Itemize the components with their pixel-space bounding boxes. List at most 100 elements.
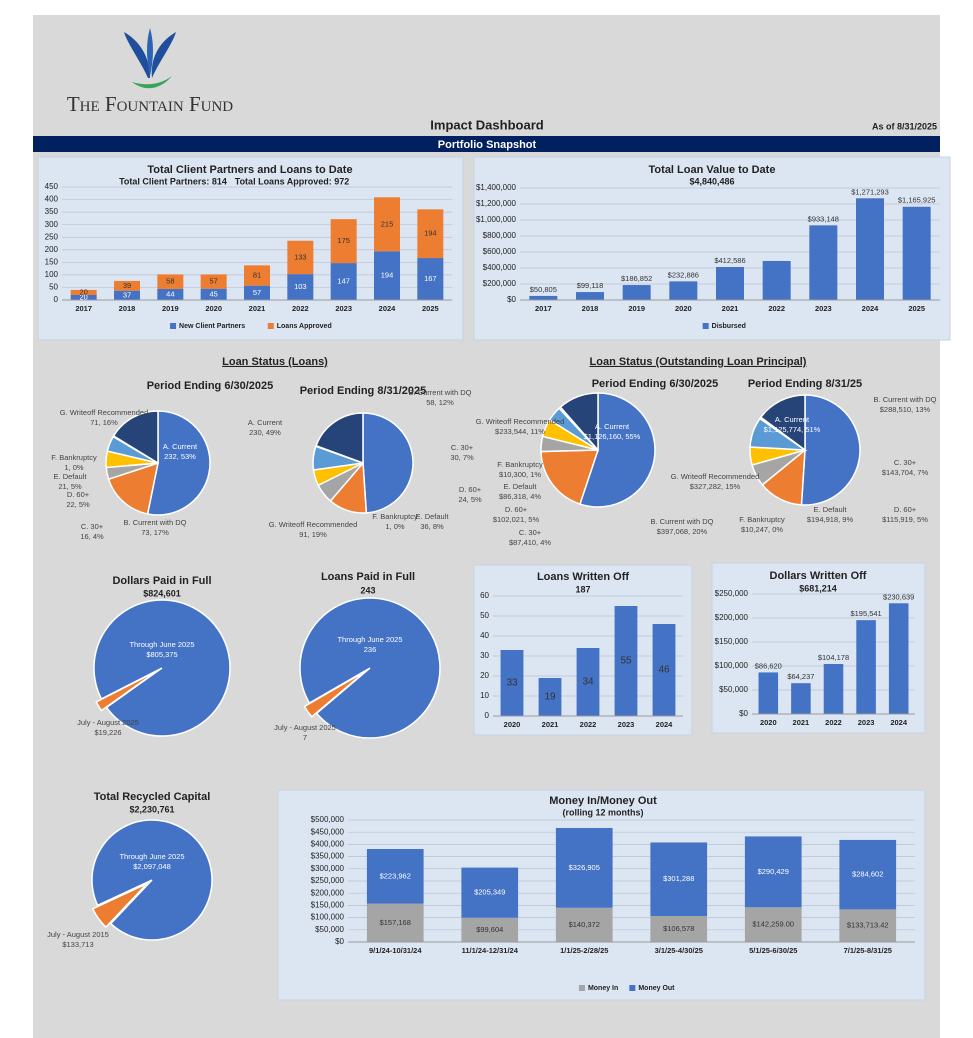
x-tick-label: 5/1/25-6/30/25 bbox=[749, 946, 797, 955]
bar bbox=[744, 836, 802, 908]
data-label: 57 bbox=[209, 277, 217, 286]
bar bbox=[374, 197, 400, 252]
x-tick-label: 2021 bbox=[249, 304, 266, 313]
slice-label: D. 60+ bbox=[459, 485, 482, 494]
slice-value: 1, 0% bbox=[64, 463, 84, 472]
bar bbox=[500, 650, 524, 716]
x-tick-label: 2022 bbox=[292, 304, 309, 313]
data-label: $223,962 bbox=[380, 871, 411, 880]
bar bbox=[461, 917, 519, 942]
y-tick-label: $1,200,000 bbox=[476, 199, 517, 208]
slice-label: D. 60+ bbox=[505, 505, 528, 514]
slice-value: $194,918, 9% bbox=[807, 515, 854, 524]
slice-label: E. Default bbox=[54, 472, 88, 481]
slice-label: G. Writeoff Recommended bbox=[60, 408, 149, 417]
section-band bbox=[33, 136, 940, 152]
slice-label: A. Current bbox=[775, 415, 810, 424]
slice-label: C. 30+ bbox=[451, 443, 474, 452]
slice-label: July - August 2025 bbox=[274, 723, 336, 732]
bar bbox=[839, 909, 897, 942]
x-tick-label: 2017 bbox=[75, 304, 92, 313]
slice-value: $10,300, 1% bbox=[499, 470, 541, 479]
y-tick-label: $150,000 bbox=[311, 901, 345, 910]
x-tick-label: 2021 bbox=[722, 304, 739, 313]
x-tick-label: 2020 bbox=[675, 304, 692, 313]
slice-value: $102,021, 5% bbox=[493, 515, 540, 524]
bar bbox=[902, 206, 931, 300]
data-label: $140,372 bbox=[569, 920, 600, 929]
y-tick-label: $200,000 bbox=[715, 613, 749, 622]
slice-label: E. Default bbox=[814, 505, 848, 514]
y-tick-label: $250,000 bbox=[715, 589, 749, 598]
data-label: $106,578 bbox=[663, 924, 694, 933]
bar bbox=[650, 842, 708, 916]
slice-value: 1, 0% bbox=[385, 522, 405, 531]
slice-value: 7 bbox=[303, 733, 307, 742]
x-tick-label: 2018 bbox=[119, 304, 136, 313]
bar bbox=[809, 225, 838, 300]
slice-value: 232, 53% bbox=[164, 452, 196, 461]
data-label: $99,118 bbox=[577, 281, 604, 290]
x-tick-label: 2017 bbox=[535, 304, 552, 313]
slice-label: C. 30+ bbox=[519, 528, 542, 537]
chart-title: Period Ending 8/31/25 bbox=[748, 378, 862, 390]
chart-subtitle: $2,230,761 bbox=[129, 804, 174, 814]
y-tick-label: $800,000 bbox=[483, 231, 517, 240]
data-label: $104,178 bbox=[818, 653, 849, 662]
slice-value: 91, 19% bbox=[299, 530, 327, 539]
pie-slice bbox=[540, 449, 600, 506]
slice-label: A. Current bbox=[248, 418, 283, 427]
y-tick-label: 100 bbox=[45, 270, 59, 279]
bar bbox=[622, 285, 651, 300]
data-label: $133,713.42 bbox=[847, 921, 889, 930]
slice-value: 22, 5% bbox=[66, 500, 90, 509]
slice-value: $288,510, 13% bbox=[880, 405, 931, 414]
bar bbox=[823, 663, 844, 714]
x-tick-label: 2019 bbox=[162, 304, 179, 313]
chart-title: Loans Paid in Full bbox=[321, 571, 415, 583]
slice-value: $87,410, 4% bbox=[509, 538, 551, 547]
data-label: $933,148 bbox=[808, 214, 839, 223]
data-label: 39 bbox=[123, 281, 131, 290]
slice-value: $19,226 bbox=[94, 728, 121, 737]
y-tick-label: $0 bbox=[739, 709, 748, 718]
data-label: 215 bbox=[381, 219, 394, 228]
slice-value: $1,126,160, 55% bbox=[584, 432, 641, 441]
bar bbox=[652, 624, 676, 716]
y-tick-label: 350 bbox=[45, 207, 59, 216]
chart-title: Loans Written Off bbox=[537, 571, 629, 583]
y-tick-label: $200,000 bbox=[311, 888, 345, 897]
slice-label: D. 60+ bbox=[67, 490, 90, 499]
slice-label: B. Current with DQ bbox=[874, 395, 937, 404]
slice-label: F. Bankruptcy bbox=[372, 512, 418, 521]
data-label: $86,620 bbox=[755, 661, 782, 670]
slice-label: July - August 2015 bbox=[47, 930, 109, 939]
chart-title: Period Ending 8/31/2025 bbox=[300, 385, 427, 397]
data-label: $50,805 bbox=[530, 285, 557, 294]
slice-value: 36, 8% bbox=[420, 522, 444, 531]
slice-value: $1,125,774, 51% bbox=[764, 425, 821, 434]
legend-swatch bbox=[578, 985, 585, 991]
slice-value: 71, 16% bbox=[90, 418, 118, 427]
bar bbox=[762, 260, 791, 300]
slice-label: C. 30+ bbox=[894, 458, 917, 467]
chart-subtitle: Total Client Partners: 814 bbox=[119, 176, 227, 186]
y-tick-label: $1,000,000 bbox=[476, 215, 517, 224]
slice-label: B. Current with DQ bbox=[124, 518, 187, 527]
legend-label: Loans Approved bbox=[277, 323, 332, 330]
slice-label: Through June 2025 bbox=[119, 852, 184, 861]
section-title: Loan Status (Outstanding Loan Principal) bbox=[590, 356, 807, 368]
data-label: 37 bbox=[123, 290, 131, 299]
pie-slice bbox=[146, 410, 211, 516]
slice-value: 30, 7% bbox=[450, 453, 474, 462]
data-label: $301,288 bbox=[663, 874, 694, 883]
slice-value: 236 bbox=[364, 645, 377, 654]
data-label: $1,271,293 bbox=[851, 187, 889, 196]
data-label: 58 bbox=[166, 277, 174, 286]
chart-subtitle: 187 bbox=[575, 584, 590, 594]
x-tick-label: 2024 bbox=[890, 718, 908, 727]
bar bbox=[555, 907, 613, 942]
data-label: 33 bbox=[506, 678, 518, 689]
pie-slice bbox=[95, 670, 158, 712]
